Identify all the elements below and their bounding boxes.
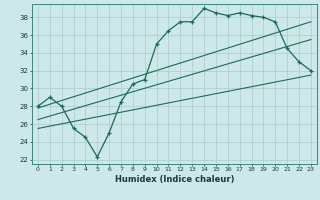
X-axis label: Humidex (Indice chaleur): Humidex (Indice chaleur) <box>115 175 234 184</box>
